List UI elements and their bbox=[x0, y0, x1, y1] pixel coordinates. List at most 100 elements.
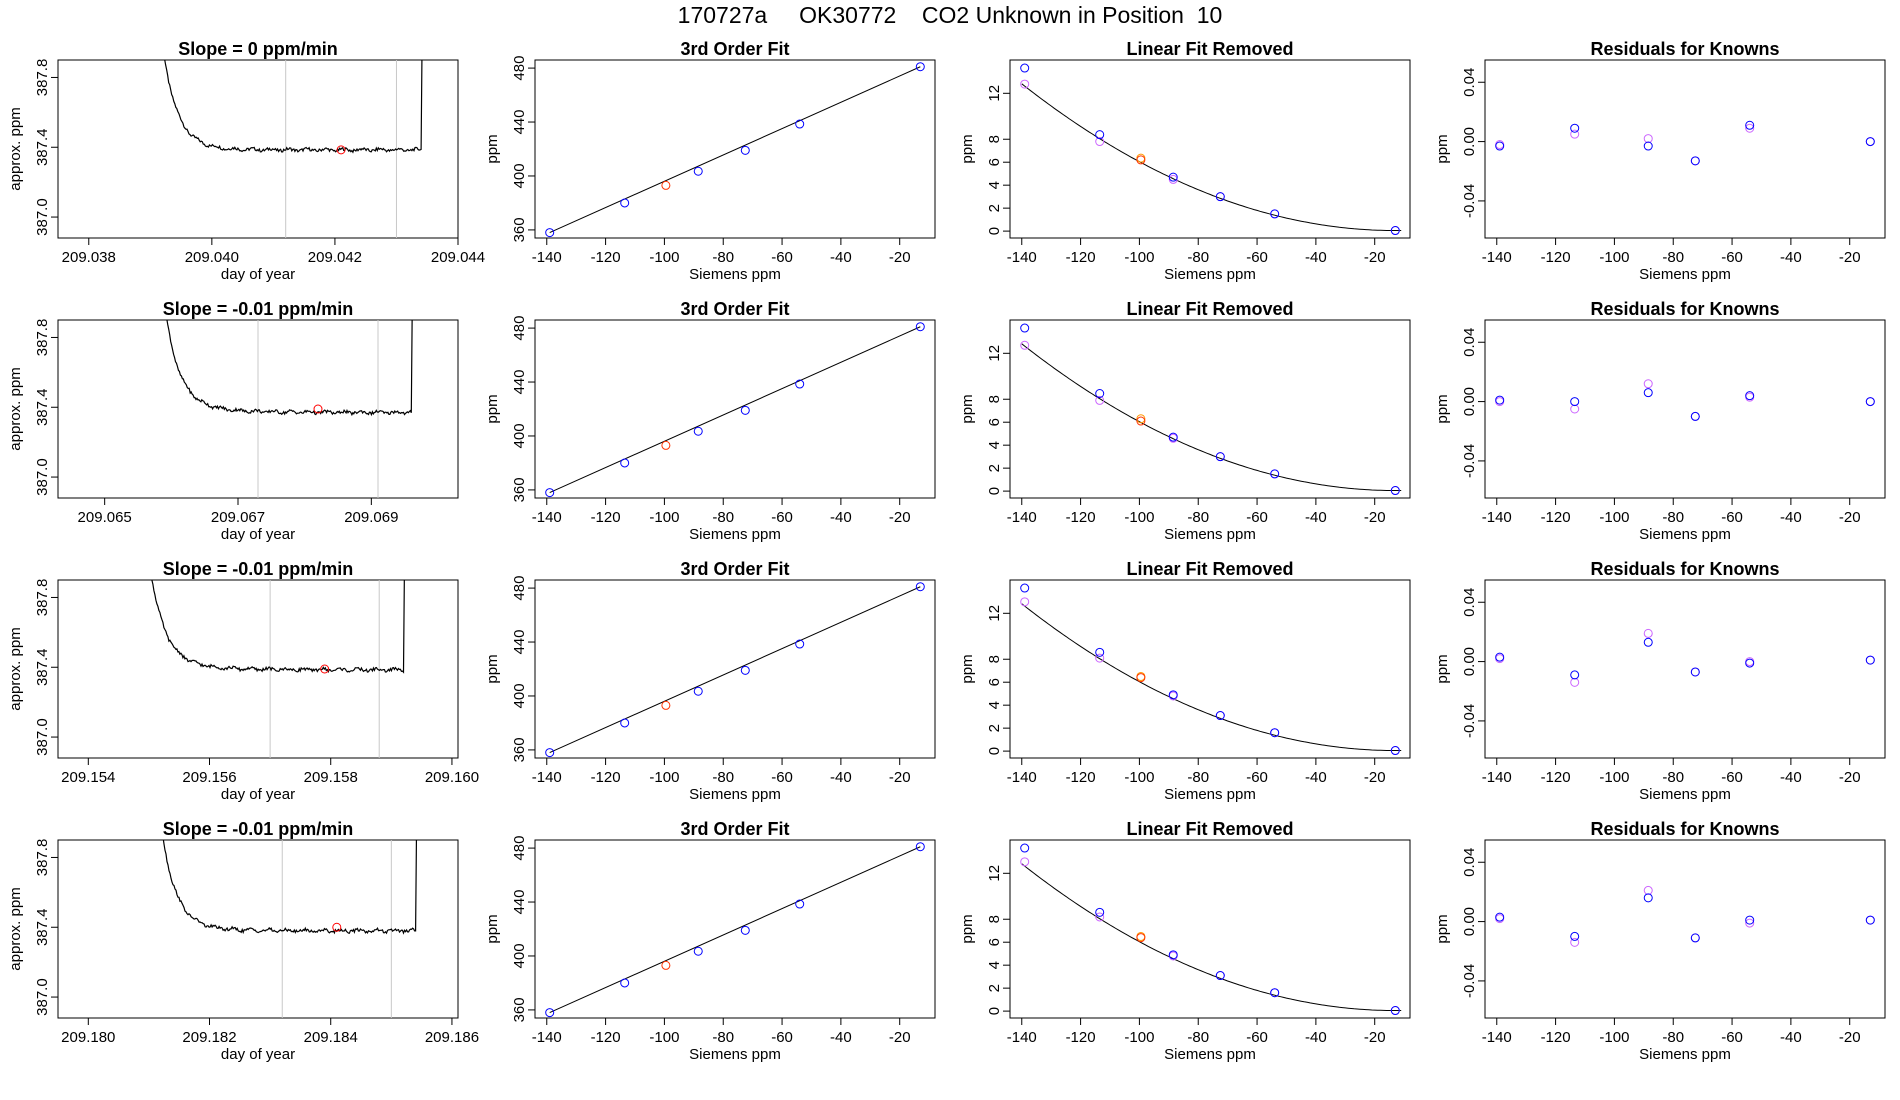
y-tick-label: -0.04 bbox=[1461, 704, 1478, 738]
y-tick-label: 2 bbox=[986, 204, 1003, 212]
x-tick-label: -80 bbox=[712, 1029, 734, 1046]
x-tick-label: -140 bbox=[532, 249, 562, 266]
y-tick-label: 360 bbox=[511, 737, 528, 762]
panel-r1-trace: Slope = 0 ppm/min 209.038 209.040 209.042 20… bbox=[7, 39, 485, 283]
x-tick-label: -140 bbox=[1482, 249, 1512, 266]
known-point bbox=[1495, 395, 1505, 405]
y-tick-label: 440 bbox=[511, 110, 528, 135]
x-tick-label: -120 bbox=[1541, 769, 1571, 786]
known-point bbox=[545, 1008, 555, 1018]
unknown-point bbox=[336, 145, 346, 155]
x-tick-label: -140 bbox=[532, 769, 562, 786]
y-tick-label: 12 bbox=[986, 605, 1003, 622]
y-tick-label: 12 bbox=[986, 85, 1003, 102]
x-tick-label: -20 bbox=[1364, 509, 1386, 526]
x-tick-label: 209.042 bbox=[308, 249, 362, 266]
x-tick-label: -80 bbox=[1662, 249, 1684, 266]
known-point bbox=[1690, 933, 1700, 943]
y-axis-label: ppm bbox=[484, 134, 501, 163]
panel-r3-trace: Slope = -0.01 ppm/min 209.154 209.156 209.1… bbox=[7, 559, 479, 803]
fit-curve bbox=[1021, 343, 1402, 491]
unknown-point bbox=[1136, 416, 1146, 426]
known-point bbox=[1390, 486, 1400, 496]
x-tick-label: 209.158 bbox=[304, 769, 358, 786]
x-tick-label: -60 bbox=[1246, 509, 1268, 526]
y-tick-label: 0.04 bbox=[1461, 328, 1478, 357]
known-point bbox=[795, 379, 805, 389]
y-tick-label: 400 bbox=[511, 163, 528, 188]
x-tick-label: -40 bbox=[1305, 249, 1327, 266]
plot-title: Residuals for Knowns bbox=[1590, 819, 1779, 839]
y-tick-label: 480 bbox=[511, 576, 528, 601]
y-axis-label: ppm bbox=[1434, 654, 1451, 683]
x-tick-label: -100 bbox=[1124, 509, 1154, 526]
x-tick-label: -40 bbox=[830, 1029, 852, 1046]
known-alt-point bbox=[1643, 379, 1653, 389]
known-point bbox=[1390, 226, 1400, 236]
y-tick-label: -0.04 bbox=[1461, 184, 1478, 218]
plot-frame bbox=[1484, 59, 1886, 239]
y-tick-label: 360 bbox=[511, 477, 528, 502]
known-alt-point bbox=[1643, 885, 1653, 895]
panel-r4-trace: Slope = -0.01 ppm/min 209.180 209.182 209.1… bbox=[7, 819, 479, 1063]
x-tick-label: -140 bbox=[532, 1029, 562, 1046]
y-axis-label: ppm bbox=[1434, 134, 1451, 163]
y-tick-label: 8 bbox=[986, 135, 1003, 143]
unknown-point bbox=[661, 960, 671, 970]
y-axis-label: approx. ppm bbox=[7, 107, 24, 190]
x-tick-label: -40 bbox=[1780, 249, 1802, 266]
x-tick-label: -60 bbox=[771, 509, 793, 526]
known-alt-point bbox=[1020, 79, 1030, 89]
y-tick-label: 0.00 bbox=[1461, 127, 1478, 156]
known-point bbox=[1390, 746, 1400, 756]
plot-title: Linear Fit Removed bbox=[1126, 299, 1293, 319]
x-tick-label: -140 bbox=[1482, 769, 1512, 786]
x-tick-label: -80 bbox=[712, 769, 734, 786]
known-alt-point bbox=[1745, 918, 1755, 928]
known-point bbox=[1215, 711, 1225, 721]
known-point bbox=[915, 842, 925, 852]
x-tick-label: -120 bbox=[591, 509, 621, 526]
y-axis-label: approx. ppm bbox=[7, 367, 24, 450]
x-tick-label: -80 bbox=[1187, 249, 1209, 266]
x-tick-label: -120 bbox=[1541, 509, 1571, 526]
known-point bbox=[1865, 397, 1875, 407]
panel-r1-fit: 3rd Order Fit -140 -120 -100 -80 -60 -40 -20 360… bbox=[484, 39, 936, 283]
known-point bbox=[1570, 931, 1580, 941]
y-tick-label: 12 bbox=[986, 345, 1003, 362]
x-tick-label: -80 bbox=[1187, 1029, 1209, 1046]
x-tick-label: -20 bbox=[889, 1029, 911, 1046]
y-tick-label: 387.0 bbox=[34, 198, 51, 236]
y-tick-label: 387.8 bbox=[34, 839, 51, 877]
known-point bbox=[1570, 397, 1580, 407]
panel-r2-trace: Slope = -0.01 ppm/min 209.065 209.067 209.0… bbox=[7, 299, 459, 543]
panel-r4-res: Residuals for Knowns -140 -120 -100 -80 -60 -4… bbox=[1434, 819, 1886, 1063]
x-tick-label: -20 bbox=[1839, 769, 1861, 786]
fit-line bbox=[549, 66, 921, 234]
known-point bbox=[1168, 172, 1178, 182]
known-point bbox=[795, 899, 805, 909]
y-tick-label: 440 bbox=[511, 370, 528, 395]
x-tick-label: -140 bbox=[1007, 769, 1037, 786]
plot-frame bbox=[1484, 839, 1886, 1019]
y-tick-label: 0.04 bbox=[1461, 588, 1478, 617]
plot-title: Residuals for Knowns bbox=[1590, 299, 1779, 319]
x-tick-label: -20 bbox=[889, 509, 911, 526]
panel-r4-fit: 3rd Order Fit -140 -120 -100 -80 -60 -40 -20 360… bbox=[484, 819, 936, 1063]
y-tick-label: -0.04 bbox=[1461, 444, 1478, 478]
x-tick-label: -100 bbox=[1124, 249, 1154, 266]
known-alt-point bbox=[1095, 395, 1105, 405]
known-point bbox=[740, 665, 750, 675]
figure-title: 170727a OK30772 CO2 Unknown in Position … bbox=[677, 2, 1223, 28]
x-tick-label: -100 bbox=[1599, 509, 1629, 526]
plot-title: 3rd Order Fit bbox=[680, 299, 789, 319]
known-point bbox=[1690, 411, 1700, 421]
known-point bbox=[1495, 652, 1505, 662]
known-point bbox=[740, 145, 750, 155]
y-tick-label: 0.04 bbox=[1461, 848, 1478, 877]
fit-curve bbox=[1021, 83, 1402, 231]
plot-area bbox=[1020, 843, 1402, 1016]
x-tick-label: -80 bbox=[1187, 509, 1209, 526]
y-tick-label: 0 bbox=[986, 1007, 1003, 1015]
